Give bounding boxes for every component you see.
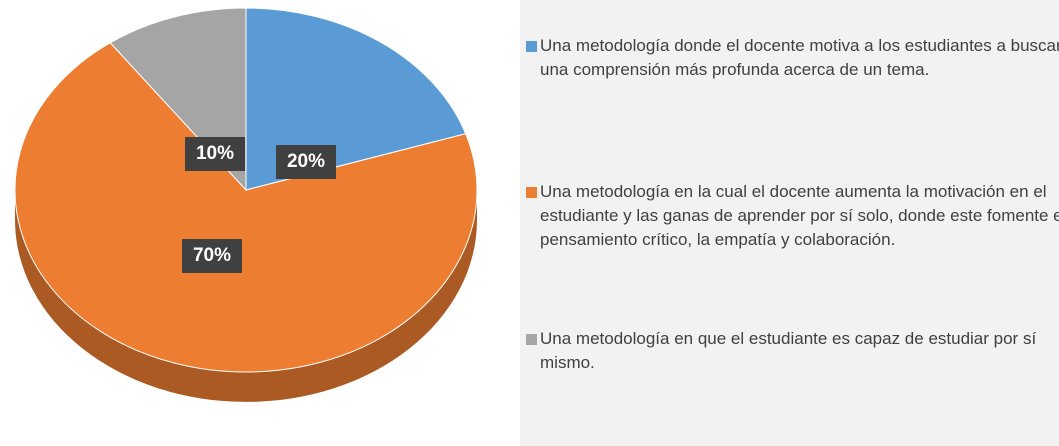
slice-side bbox=[15, 190, 477, 402]
pie-area: 20% 70% 10% bbox=[14, 7, 478, 402]
legend-swatch bbox=[526, 41, 537, 52]
legend-swatch bbox=[526, 334, 537, 345]
data-label-box bbox=[182, 239, 242, 273]
legend-label: Una metodología en la cual el docente au… bbox=[540, 182, 1059, 249]
legend-label: Una metodología en que el estudiante es … bbox=[540, 329, 1037, 372]
legend: Una metodología donde el docente motiva … bbox=[520, 0, 1059, 446]
data-label: 20% bbox=[287, 151, 325, 172]
legend-swatch bbox=[526, 187, 537, 198]
legend-entry: Una metodología en que el estudiante es … bbox=[524, 327, 1059, 375]
data-label-box bbox=[276, 145, 336, 179]
legend-entry: Una metodología en la cual el docente au… bbox=[524, 180, 1059, 252]
slice bbox=[14, 42, 478, 373]
data-label: 10% bbox=[196, 143, 234, 164]
legend-label: Una metodología donde el docente motiva … bbox=[540, 36, 1059, 79]
data-label: 70% bbox=[193, 245, 231, 266]
legend-entry: Una metodología donde el docente motiva … bbox=[524, 34, 1059, 82]
data-label-box bbox=[185, 137, 245, 171]
slice bbox=[245, 7, 467, 191]
